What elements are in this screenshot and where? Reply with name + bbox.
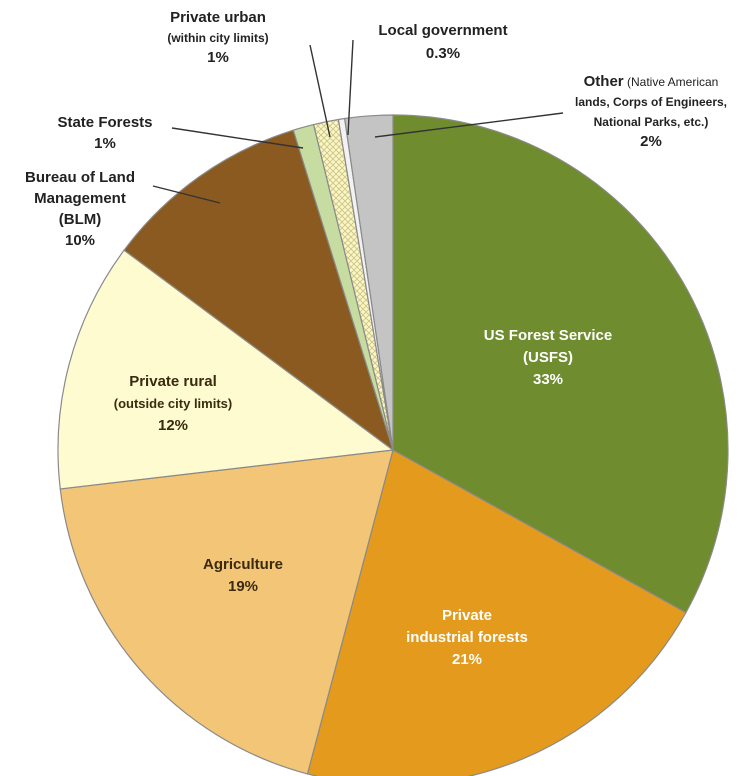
label-line: Private rural [129,373,217,390]
leader-line-urban [309,44,331,138]
leader-line-state [171,127,304,149]
label-urban: Private urban (within city limits) 1% [167,9,268,66]
pie-slices [57,114,729,776]
percent-label: 1% [207,49,229,66]
label-line: National Parks, etc.) [594,115,709,129]
label-agriculture: Agriculture 19% [203,556,283,595]
label-line: Local government [378,22,507,39]
label-local: Local government 0.3% [378,22,507,62]
percent-label: 12% [158,417,188,434]
label-line: lands, Corps of Engineers, [575,95,727,109]
label-line: Other (Native American [584,73,719,90]
label-line: (USFS) [523,349,573,366]
label-line: Private urban [170,9,266,26]
percent-label: 10% [65,232,95,249]
label-line: Agriculture [203,556,283,573]
percent-label: 0.3% [426,45,460,62]
label-blm: Bureau of Land Management (BLM) 10% [25,169,135,249]
percent-label: 33% [533,371,563,388]
leader-line-local [347,39,354,136]
label-industrial: Private industrial forests 21% [406,607,528,668]
slice-industrial [306,449,687,776]
label-line: State Forests [57,114,152,131]
percent-label: 19% [228,578,258,595]
label-line: (within city limits) [167,31,268,45]
label-line: (outside city limits) [114,396,232,411]
label-usfs: US Forest Service (USFS) 33% [484,327,612,388]
label-line: industrial forests [406,629,528,646]
label-other: Other (Native American lands, Corps of En… [575,73,727,150]
label-line: (BLM) [59,211,101,228]
slice-rural [57,249,395,490]
percent-label: 21% [452,651,482,668]
label-line: US Forest Service [484,327,612,344]
slice-labels: US Forest Service (USFS) 33% Private industr… [25,9,727,668]
label-rural: Private rural (outside city limits) 12% [114,373,232,434]
label-line: Management [34,190,126,207]
slice-other [343,114,394,451]
leader-lines [152,39,564,204]
percent-label: 2% [640,133,662,150]
label-line: Bureau of Land [25,169,135,186]
label-state: State Forests 1% [57,114,152,152]
percent-label: 1% [94,135,116,152]
slice-blm [123,129,395,452]
leader-line-blm [152,185,221,204]
slice-usfs [392,114,729,614]
leader-line-other [374,112,564,138]
slice-agriculture [59,449,394,775]
label-line: Private [442,607,492,624]
